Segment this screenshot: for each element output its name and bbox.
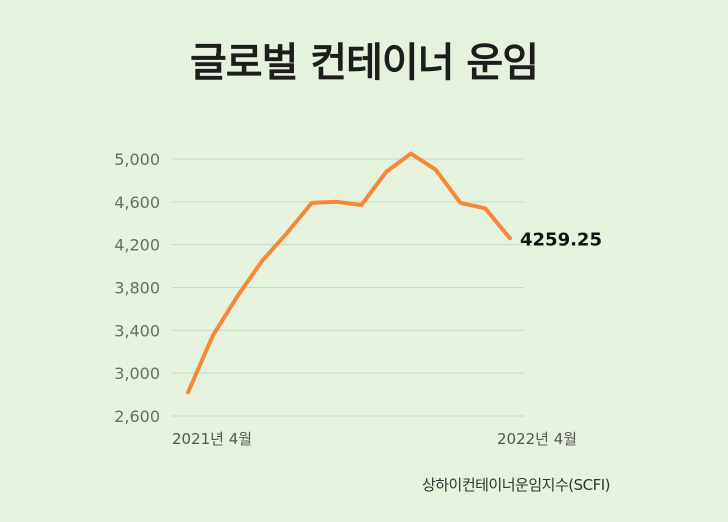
y-tick-label: 2,600 (114, 407, 160, 426)
y-tick-label: 4,600 (114, 193, 160, 212)
y-tick-label: 5,000 (114, 150, 160, 169)
y-tick-label: 4,200 (114, 236, 160, 255)
y-tick-label: 3,400 (114, 321, 160, 340)
end-value-label: 4259.25 (520, 229, 602, 250)
y-tick-label: 3,000 (114, 364, 160, 383)
y-tick-labels: 2,600 3,000 3,400 3,800 4,200 4,600 5,000 (114, 150, 160, 426)
chart-title: 글로벌 컨테이너 운임 (189, 40, 539, 86)
grid-lines (172, 158, 524, 417)
x-start-label: 2021년 4월 (172, 430, 252, 448)
x-end-label: 2022년 4월 (497, 430, 577, 448)
y-tick-label: 3,800 (114, 279, 160, 298)
series-line (186, 151, 512, 395)
source-label: 상하이컨테이너운임지수(SCFI) (421, 476, 611, 494)
